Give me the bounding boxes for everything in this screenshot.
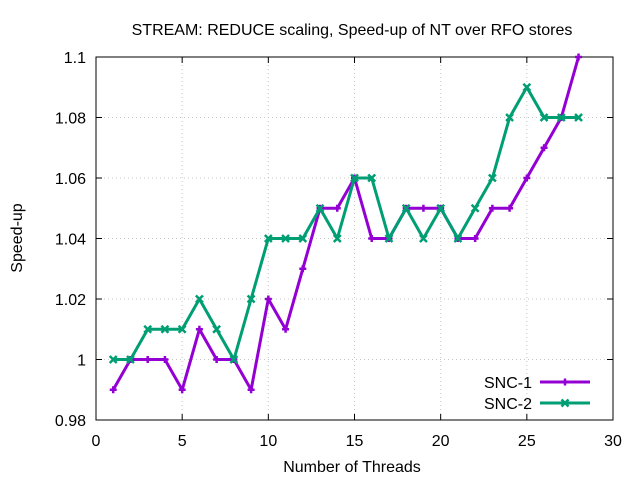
- data-point-snc-1: [161, 356, 169, 363]
- data-point-snc-2: [574, 113, 583, 122]
- data-point-snc-2: [436, 203, 446, 213]
- y-tick-label: 1.06: [55, 171, 86, 188]
- data-point-snc-2: [212, 324, 222, 334]
- data-point-snc-1: [540, 144, 548, 152]
- y-axis-title: Speed-up: [9, 203, 26, 272]
- data-point-snc-1: [144, 356, 152, 363]
- data-point-snc-1: [213, 356, 221, 363]
- data-point-snc-2: [522, 82, 532, 92]
- data-point-snc-2: [470, 203, 480, 213]
- data-point-snc-1: [506, 204, 514, 212]
- x-axis-title: Number of Threads: [283, 459, 421, 476]
- series-line-snc-1: [111, 56, 580, 392]
- data-point-snc-1: [282, 325, 290, 333]
- data-point-snc-1: [299, 265, 307, 273]
- data-point-snc-2: [160, 324, 170, 334]
- y-tick-label: 0.98: [55, 413, 86, 430]
- grid: [96, 57, 613, 420]
- data-point-snc-1: [575, 53, 583, 61]
- data-point-snc-1: [247, 386, 255, 394]
- x-tick-label: 20: [432, 433, 450, 450]
- legend-entry-snc-2: SNC-2: [484, 396, 590, 413]
- data-point-snc-2: [350, 173, 359, 183]
- legend-label: SNC-2: [484, 396, 532, 413]
- data-point-snc-2: [367, 173, 377, 183]
- legend-entry-snc-1: SNC-1: [484, 375, 590, 392]
- data-point-snc-1: [368, 235, 376, 242]
- data-point-snc-2: [556, 113, 566, 122]
- data-point-snc-2: [539, 113, 549, 122]
- axis-ticks: 0 5 10 15 20 25 30 0.98 1 1.02 1.04 1.06 1.08 1.1: [55, 50, 622, 450]
- y-tick-label: 1: [77, 353, 86, 370]
- legend: SNC-1 SNC-2: [484, 375, 590, 413]
- series-layer: [108, 53, 583, 394]
- x-tick-label: 15: [346, 433, 364, 450]
- data-point-snc-2: [298, 234, 308, 243]
- data-point-snc-2: [143, 324, 153, 334]
- data-point-snc-1: [195, 325, 203, 333]
- data-point-snc-2: [401, 203, 411, 213]
- data-point-snc-2: [419, 234, 428, 243]
- legend-marker-snc-2: [560, 398, 570, 408]
- x-tick-label: 25: [518, 433, 536, 450]
- legend-marker-snc-1: [561, 378, 569, 386]
- data-point-snc-1: [471, 235, 479, 242]
- x-tick-label: 5: [178, 433, 187, 450]
- data-point-snc-2: [126, 355, 135, 364]
- data-point-snc-2: [315, 203, 325, 213]
- data-point-snc-2: [384, 234, 394, 243]
- data-point-snc-2: [246, 294, 256, 304]
- data-point-snc-2: [505, 113, 514, 122]
- x-tick-label: 30: [604, 433, 622, 450]
- x-tick-label: 10: [259, 433, 277, 450]
- data-point-snc-2: [281, 234, 290, 243]
- data-point-snc-2: [263, 234, 273, 243]
- data-point-snc-2: [195, 294, 204, 304]
- data-point-snc-1: [178, 386, 186, 394]
- y-tick-label: 1.02: [55, 292, 86, 309]
- data-point-snc-2: [177, 324, 187, 334]
- series-snc-2: [108, 82, 583, 364]
- data-point-snc-2: [487, 173, 497, 183]
- y-tick-label: 1.1: [64, 50, 86, 67]
- data-point-snc-2: [108, 355, 118, 364]
- data-point-snc-1: [264, 295, 272, 303]
- data-point-snc-2: [332, 234, 342, 243]
- data-point-snc-2: [229, 355, 239, 364]
- data-point-snc-1: [419, 204, 427, 212]
- series-line-snc-2: [113, 85, 579, 361]
- y-tick-label: 1.08: [55, 111, 86, 128]
- legend-label: SNC-1: [484, 375, 532, 392]
- data-point-snc-1: [333, 204, 341, 212]
- data-point-snc-1: [109, 386, 117, 394]
- y-tick-label: 1.04: [55, 232, 86, 249]
- x-tick-label: 0: [92, 433, 101, 450]
- data-point-snc-1: [523, 174, 531, 182]
- data-point-snc-1: [488, 204, 496, 212]
- data-point-snc-2: [453, 234, 463, 243]
- chart-title: STREAM: REDUCE scaling, Speed-up of NT o…: [132, 22, 573, 39]
- series-snc-1: [109, 53, 583, 394]
